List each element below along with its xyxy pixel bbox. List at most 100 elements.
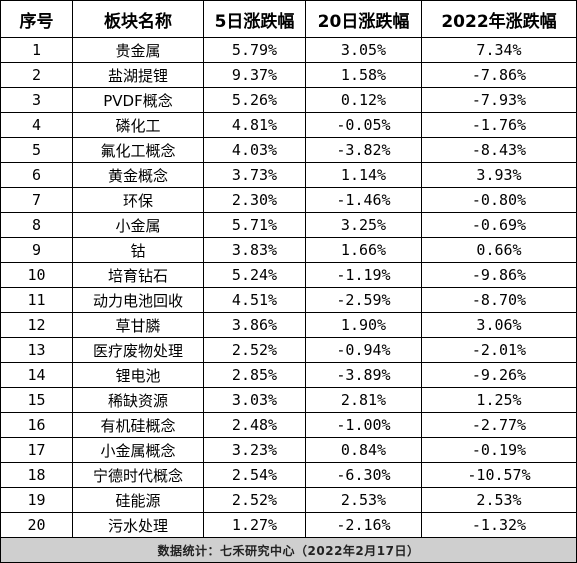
cell-2022-change: -10.57% bbox=[421, 462, 577, 488]
cell-index: 16 bbox=[0, 412, 73, 438]
cell-20day-change: 0.12% bbox=[305, 87, 422, 113]
table-row: 5 氟化工概念 4.03% -3.82% -8.43% bbox=[0, 137, 577, 163]
cell-sector-name: 环保 bbox=[72, 187, 204, 213]
cell-20day-change: -2.59% bbox=[305, 287, 422, 313]
cell-index: 13 bbox=[0, 337, 73, 363]
cell-2022-change: 2.53% bbox=[421, 487, 577, 513]
cell-index: 15 bbox=[0, 387, 73, 413]
cell-2022-change: -9.26% bbox=[421, 362, 577, 388]
cell-2022-change: -7.86% bbox=[421, 62, 577, 88]
cell-5day-change: 3.73% bbox=[203, 162, 306, 188]
cell-5day-change: 3.86% bbox=[203, 312, 306, 338]
cell-20day-change: -1.00% bbox=[305, 412, 422, 438]
table-row: 6 黄金概念 3.73% 1.14% 3.93% bbox=[0, 162, 577, 188]
cell-sector-name: 宁德时代概念 bbox=[72, 462, 204, 488]
cell-sector-name: 动力电池回收 bbox=[72, 287, 204, 313]
header-row: 序号 板块名称 5日涨跌幅 20日涨跌幅 2022年涨跌幅 bbox=[0, 0, 577, 38]
cell-sector-name: 锂电池 bbox=[72, 362, 204, 388]
cell-2022-change: 1.25% bbox=[421, 387, 577, 413]
table-row: 16 有机硅概念 2.48% -1.00% -2.77% bbox=[0, 412, 577, 438]
cell-2022-change: 0.66% bbox=[421, 237, 577, 263]
cell-2022-change: -1.32% bbox=[421, 512, 577, 538]
table-row: 20 污水处理 1.27% -2.16% -1.32% bbox=[0, 512, 577, 538]
cell-sector-name: 草甘膦 bbox=[72, 312, 204, 338]
cell-sector-name: 氟化工概念 bbox=[72, 137, 204, 163]
cell-20day-change: 0.84% bbox=[305, 437, 422, 463]
cell-20day-change: 1.66% bbox=[305, 237, 422, 263]
cell-index: 19 bbox=[0, 487, 73, 513]
table-row: 15 稀缺资源 3.03% 2.81% 1.25% bbox=[0, 387, 577, 413]
cell-2022-change: 3.06% bbox=[421, 312, 577, 338]
cell-5day-change: 3.03% bbox=[203, 387, 306, 413]
cell-index: 4 bbox=[0, 112, 73, 138]
cell-index: 9 bbox=[0, 237, 73, 263]
cell-5day-change: 5.79% bbox=[203, 37, 306, 63]
cell-2022-change: -2.01% bbox=[421, 337, 577, 363]
cell-sector-name: PVDF概念 bbox=[72, 87, 204, 113]
table-row: 8 小金属 5.71% 3.25% -0.69% bbox=[0, 212, 577, 238]
table-row: 13 医疗废物处理 2.52% -0.94% -2.01% bbox=[0, 337, 577, 363]
cell-sector-name: 贵金属 bbox=[72, 37, 204, 63]
cell-5day-change: 5.24% bbox=[203, 262, 306, 288]
cell-2022-change: -2.77% bbox=[421, 412, 577, 438]
table-row: 11 动力电池回收 4.51% -2.59% -8.70% bbox=[0, 287, 577, 313]
cell-5day-change: 2.48% bbox=[203, 412, 306, 438]
cell-20day-change: -0.94% bbox=[305, 337, 422, 363]
table-row: 7 环保 2.30% -1.46% -0.80% bbox=[0, 187, 577, 213]
cell-5day-change: 2.54% bbox=[203, 462, 306, 488]
cell-index: 10 bbox=[0, 262, 73, 288]
cell-2022-change: -9.86% bbox=[421, 262, 577, 288]
cell-index: 7 bbox=[0, 187, 73, 213]
cell-20day-change: 2.53% bbox=[305, 487, 422, 513]
cell-sector-name: 污水处理 bbox=[72, 512, 204, 538]
cell-index: 12 bbox=[0, 312, 73, 338]
table-row: 1 贵金属 5.79% 3.05% 7.34% bbox=[0, 37, 577, 63]
cell-sector-name: 盐湖提锂 bbox=[72, 62, 204, 88]
cell-5day-change: 1.27% bbox=[203, 512, 306, 538]
table-row: 3 PVDF概念 5.26% 0.12% -7.93% bbox=[0, 87, 577, 113]
cell-2022-change: -0.80% bbox=[421, 187, 577, 213]
cell-5day-change: 3.83% bbox=[203, 237, 306, 263]
cell-index: 5 bbox=[0, 137, 73, 163]
cell-index: 8 bbox=[0, 212, 73, 238]
cell-index: 14 bbox=[0, 362, 73, 388]
cell-sector-name: 钴 bbox=[72, 237, 204, 263]
header-index: 序号 bbox=[0, 0, 73, 38]
cell-20day-change: -1.19% bbox=[305, 262, 422, 288]
cell-index: 18 bbox=[0, 462, 73, 488]
cell-sector-name: 有机硅概念 bbox=[72, 412, 204, 438]
footer-row: 数据统计：七禾研究中心（2022年2月17日） bbox=[0, 537, 577, 563]
cell-2022-change: -7.93% bbox=[421, 87, 577, 113]
cell-20day-change: -0.05% bbox=[305, 112, 422, 138]
table-row: 10 培育钻石 5.24% -1.19% -9.86% bbox=[0, 262, 577, 288]
cell-index: 11 bbox=[0, 287, 73, 313]
cell-20day-change: 1.58% bbox=[305, 62, 422, 88]
cell-sector-name: 黄金概念 bbox=[72, 162, 204, 188]
cell-20day-change: 1.14% bbox=[305, 162, 422, 188]
cell-index: 20 bbox=[0, 512, 73, 538]
cell-20day-change: -1.46% bbox=[305, 187, 422, 213]
cell-20day-change: -6.30% bbox=[305, 462, 422, 488]
table-row: 17 小金属概念 3.23% 0.84% -0.19% bbox=[0, 437, 577, 463]
cell-sector-name: 小金属概念 bbox=[72, 437, 204, 463]
table-row: 18 宁德时代概念 2.54% -6.30% -10.57% bbox=[0, 462, 577, 488]
cell-index: 1 bbox=[0, 37, 73, 63]
cell-20day-change: 3.05% bbox=[305, 37, 422, 63]
cell-20day-change: -2.16% bbox=[305, 512, 422, 538]
cell-5day-change: 2.52% bbox=[203, 487, 306, 513]
cell-2022-change: -8.70% bbox=[421, 287, 577, 313]
cell-20day-change: 3.25% bbox=[305, 212, 422, 238]
data-source-note: 数据统计：七禾研究中心（2022年2月17日） bbox=[0, 537, 577, 563]
cell-sector-name: 硅能源 bbox=[72, 487, 204, 513]
cell-5day-change: 4.81% bbox=[203, 112, 306, 138]
cell-2022-change: -1.76% bbox=[421, 112, 577, 138]
cell-20day-change: 1.90% bbox=[305, 312, 422, 338]
cell-5day-change: 5.71% bbox=[203, 212, 306, 238]
cell-5day-change: 4.51% bbox=[203, 287, 306, 313]
cell-index: 3 bbox=[0, 87, 73, 113]
table-body: 1 贵金属 5.79% 3.05% 7.34% 2 盐湖提锂 9.37% 1.58% -7.86%… bbox=[0, 37, 577, 538]
cell-5day-change: 2.85% bbox=[203, 362, 306, 388]
table-row: 12 草甘膦 3.86% 1.90% 3.06% bbox=[0, 312, 577, 338]
